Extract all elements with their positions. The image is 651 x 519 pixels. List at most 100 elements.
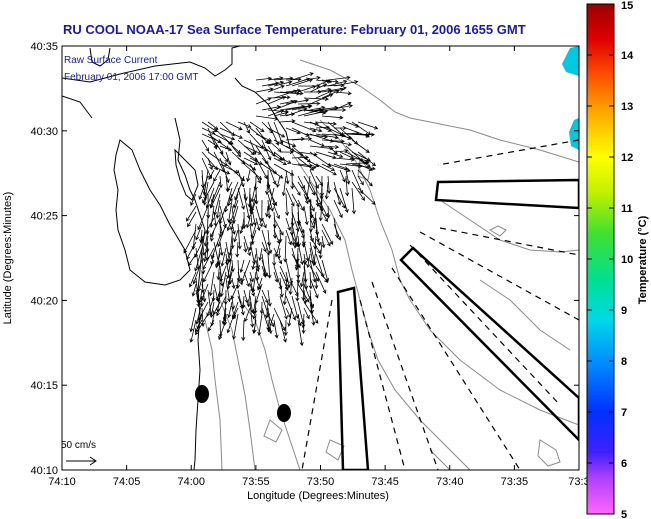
current-vector [309,83,328,93]
y-tick-label: 40:15 [30,380,58,392]
current-vector [327,104,353,111]
current-vector [303,205,309,226]
current-vector [267,95,287,105]
y-tick-label: 40:35 [30,41,58,53]
current-vector [186,205,197,222]
current-vector [357,175,364,186]
current-vector [249,301,255,328]
current-vector [250,181,257,203]
current-vector [261,241,267,253]
current-vector [267,139,282,153]
current-vector [241,295,246,309]
current-vector [257,277,263,291]
current-vector [290,169,295,190]
current-vector [279,150,294,155]
current-vector [273,157,287,165]
current-vector [227,301,233,319]
current-vector [255,157,268,180]
current-vector [279,277,284,298]
current-vector [279,295,288,320]
map-plot-area: Raw Surface Current February 01, 2006 17… [62,46,579,470]
current-vector [207,157,213,171]
current-vector [261,163,284,179]
current-vector [272,253,277,267]
current-vector [205,241,210,254]
current-vector [291,211,300,232]
current-vector [321,144,340,150]
current-vector [345,160,370,165]
current-vector [219,133,236,141]
current-vector [267,163,277,185]
current-vector [318,241,323,260]
current-vector [291,78,314,87]
current-vector [227,199,233,223]
scale-arrow [66,456,97,466]
current-vector [225,253,230,266]
radar-beam-lines [301,139,579,470]
x-tick-label: 73:40 [436,476,464,488]
x-tick-label: 73:45 [371,476,399,488]
current-vector [287,307,293,327]
sea-cold-patch-mid [569,118,579,150]
current-vector [213,301,221,315]
current-vector [265,205,270,218]
current-vector [351,169,364,195]
current-vector [250,223,257,240]
sea-cold-patch-north [562,46,579,76]
current-vector [267,193,274,212]
current-vector [267,127,286,138]
current-vector [215,253,221,269]
current-vector [198,289,203,304]
current-vector [246,169,251,183]
current-vector [318,199,323,222]
colorbar-tick-label: 10 [621,254,633,266]
current-vector [301,277,306,302]
current-vector [321,163,336,171]
current-vector [227,193,233,207]
current-vector [202,181,215,204]
y-axis-ticks: 40:35 40:30 40:25 40:20 40:15 40:10 [30,41,579,477]
current-vector [303,301,319,324]
current-vector [303,307,310,320]
current-vector [279,139,297,148]
current-vector [333,80,359,87]
current-vector [315,125,331,130]
current-vector [291,193,300,208]
current-vector [189,319,197,343]
current-vector [232,313,239,340]
current-vector [201,127,216,135]
current-vector [261,259,269,277]
current-vector [243,157,259,165]
current-vector [267,145,276,157]
current-vector [255,97,272,105]
current-vector [333,163,349,171]
surface-current-vectors [183,72,379,347]
current-vector [197,205,209,231]
current-vector [237,169,245,188]
current-vector [191,283,197,297]
sample-box-southeast [399,246,579,442]
current-vector [297,199,304,212]
current-vector [321,259,330,283]
current-vector [267,313,275,328]
current-vector [225,151,232,166]
current-vector [237,223,242,250]
current-vector [309,127,323,133]
current-vector [351,132,376,137]
current-vector [297,101,321,106]
current-vector [351,139,370,153]
current-vector [273,89,298,99]
current-vector [309,105,326,111]
current-vector [321,79,339,84]
current-vector [309,301,316,326]
current-vector [255,115,279,121]
current-vector [303,187,315,212]
x-tick-label: 74:10 [48,476,76,488]
current-vector [218,319,227,341]
y-tick-label: 40:20 [30,295,58,307]
current-vector [225,139,242,154]
sample-box-south [336,286,370,470]
y-tick-label: 40:25 [30,211,58,223]
current-vector [209,301,215,318]
current-vector [303,241,310,262]
